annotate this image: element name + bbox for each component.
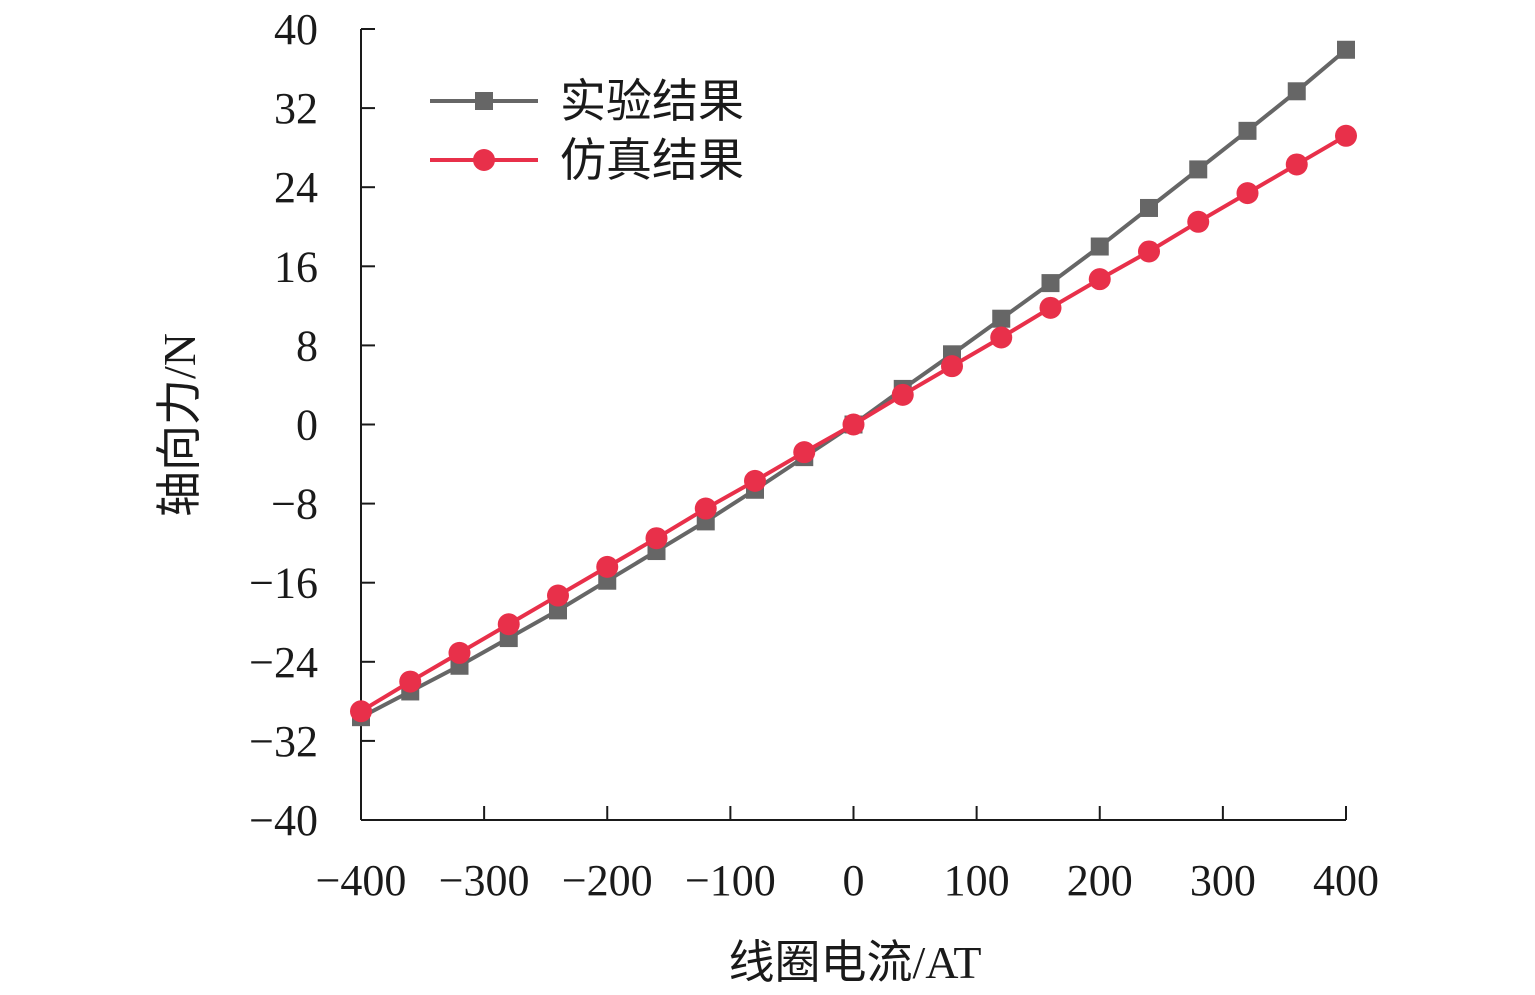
legend-item: 仿真结果 [430, 135, 744, 186]
data-point [350, 700, 372, 723]
y-tick-label: 16 [274, 242, 318, 291]
y-tick-label: −8 [271, 480, 318, 529]
data-point [1090, 237, 1109, 256]
data-point [549, 601, 567, 620]
y-tick-label: −16 [249, 559, 318, 608]
legend-item: 实验结果 [430, 76, 744, 127]
data-point [842, 413, 865, 436]
data-point [1187, 210, 1210, 233]
data-point [1039, 296, 1062, 319]
series-group [350, 40, 1357, 727]
x-tick-label: −100 [685, 856, 776, 905]
x-tick-label: 400 [1313, 856, 1379, 905]
y-axis-label: 轴向力/N [154, 333, 205, 517]
legend-marker [473, 149, 495, 171]
y-tick-label: −24 [249, 638, 318, 687]
data-point [891, 383, 914, 406]
x-tick-label: 100 [944, 856, 1010, 905]
data-point [448, 641, 471, 664]
data-point [1140, 198, 1158, 217]
data-point [1236, 182, 1259, 205]
y-tick-label: 24 [274, 163, 318, 212]
data-point [547, 584, 569, 607]
y-tick-label: 8 [296, 321, 318, 370]
data-point [645, 527, 668, 550]
data-point [793, 441, 816, 464]
data-point [1041, 274, 1060, 293]
data-point [399, 670, 422, 693]
x-tick-label: 300 [1190, 856, 1256, 905]
x-axis-label: 线圈电流/AT [729, 937, 982, 988]
x-tick-label: −200 [562, 856, 653, 905]
data-point [1189, 160, 1208, 179]
data-point [1337, 40, 1355, 59]
data-point [694, 497, 717, 520]
data-point [1088, 268, 1111, 291]
data-point [1335, 124, 1357, 147]
data-point [497, 613, 520, 636]
x-tick-label: 0 [843, 856, 865, 905]
legend-label: 实验结果 [560, 76, 744, 127]
legend-label: 仿真结果 [560, 135, 744, 186]
x-tick-label: 200 [1067, 856, 1133, 905]
data-point [1285, 153, 1308, 176]
data-point [596, 555, 619, 578]
x-tick-label: −400 [316, 856, 407, 905]
data-point [1138, 240, 1160, 263]
y-tick-label: −40 [249, 796, 318, 845]
data-point [744, 469, 766, 492]
y-tick-label: −32 [249, 717, 318, 766]
series-simulation [350, 124, 1357, 723]
data-point [941, 355, 963, 378]
data-point [1238, 121, 1257, 140]
legend-marker [475, 92, 493, 110]
data-point [990, 326, 1013, 349]
axes: 40 32 24 16 8 0 −8 −16 −24 −32 −40 −400 −300 −200 −100… [249, 5, 1379, 905]
data-point [1287, 82, 1306, 101]
y-tick-label: 0 [296, 401, 318, 450]
data-point [992, 309, 1011, 328]
y-tick-label: 32 [274, 84, 318, 133]
x-tick-label: −300 [439, 856, 530, 905]
y-tick-label: 40 [274, 5, 318, 54]
